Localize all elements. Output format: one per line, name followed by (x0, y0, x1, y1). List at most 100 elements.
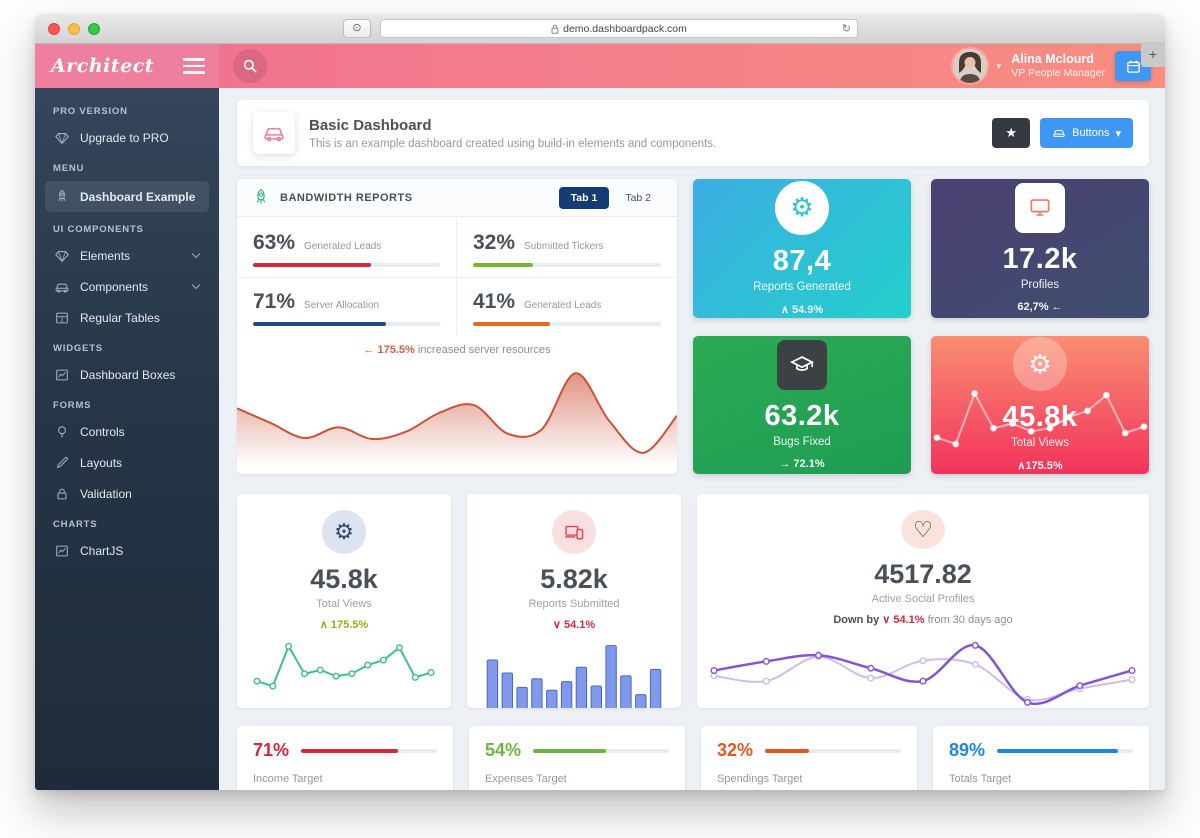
table-icon (53, 309, 70, 326)
user-name: Alina Mclourd (1011, 51, 1094, 66)
lock-icon (53, 485, 70, 502)
car-icon (1053, 130, 1065, 137)
progress-track (473, 263, 661, 267)
new-tab-button[interactable]: + (1141, 42, 1165, 67)
card-label: Reports Submitted (528, 597, 620, 610)
rocket-icon (53, 188, 70, 205)
devices-icon (552, 510, 596, 554)
avatar[interactable] (952, 49, 987, 83)
progress-fill (533, 748, 607, 753)
box-bugs-fixed: 63.2k Bugs Fixed → 72.1% (693, 335, 911, 474)
logo-area: Architect (35, 44, 219, 88)
sidebar-item-label: Validation (80, 486, 132, 501)
box-label: Total Views (1011, 437, 1069, 450)
chevron-down-icon (191, 283, 201, 290)
zoom-window-button[interactable] (88, 23, 100, 35)
sidebar-item-dashboard-boxes[interactable]: Dashboard Boxes (35, 359, 219, 390)
user-block[interactable]: Alina Mclourd VP People Manager (1011, 52, 1105, 81)
app-header: Architect ▾ Alina Mclourd (35, 44, 1165, 88)
browser-titlebar: ⊙ demo.dashboardpack.com ↻ (35, 14, 1165, 44)
app-logo[interactable]: Architect (51, 55, 155, 77)
user-menu-caret-icon[interactable]: ▾ (996, 60, 1002, 71)
sidebar-item-upgrade-to-pro[interactable]: Upgrade to PRO (35, 122, 219, 153)
box-delta: ∧175.5% (1017, 460, 1063, 473)
target-label: Spendings Target (717, 773, 803, 785)
card-delta: ∧ 175.5% (319, 618, 369, 631)
hamburger-menu-icon[interactable] (183, 58, 205, 74)
sidebar-item-label: Layouts (80, 455, 123, 470)
progress-track (533, 748, 669, 753)
stat-submitted-tickers: 32% Submitted Tickers (457, 219, 677, 278)
sidebar-item-regular-tables[interactable]: Regular Tables (35, 302, 219, 333)
tab-2[interactable]: Tab 2 (625, 191, 651, 204)
progress-fill (301, 748, 398, 753)
sidebar: PRO VERSION Upgrade to PRO MENU Dashboar… (35, 88, 219, 790)
target-value: 54% (485, 740, 522, 760)
star-icon: ★ (1005, 125, 1017, 140)
target-value: 32% (717, 740, 754, 760)
sidebar-section-charts: CHARTS (53, 519, 98, 530)
stat-label: Submitted Tickers (524, 241, 604, 252)
gear-icon: ⚙ (322, 510, 366, 554)
tab-1[interactable]: Tab 1 (558, 186, 610, 209)
user-role: VP People Manager (1011, 67, 1105, 80)
address-bar[interactable]: demo.dashboardpack.com ↻ (380, 19, 858, 38)
stat-label: Generated Leads (524, 300, 602, 311)
stat-generated-leads-1: 63% Generated Leads (237, 219, 457, 278)
header-main: ▾ Alina Mclourd VP People Manager (219, 44, 1165, 88)
sidebar-item-chartjs[interactable]: ChartJS (35, 535, 219, 566)
box-label: Profiles (1020, 279, 1060, 292)
stat-generated-leads-2: 41% Generated Leads (457, 278, 677, 336)
car-icon (253, 112, 295, 154)
page-title-card: Basic Dashboard This is an example dashb… (237, 100, 1149, 166)
sidebar-item-components[interactable]: Components (35, 271, 219, 302)
progress-fill (997, 748, 1119, 753)
main-content: Basic Dashboard This is an example dashb… (219, 88, 1165, 790)
card-value: 4517.82 (874, 559, 972, 590)
progress-track (765, 748, 901, 753)
sidebar-item-validation[interactable]: Validation (35, 478, 219, 509)
chart-icon (53, 542, 70, 559)
box-value: 87,4 (772, 244, 832, 277)
target-label: Totals Target (949, 773, 1012, 785)
search-button[interactable] (233, 49, 267, 83)
minimize-window-button[interactable] (68, 23, 80, 35)
sidebar-item-controls[interactable]: Controls (35, 416, 219, 447)
sidebar-section-pro-version: PRO VERSION (53, 106, 128, 117)
lightbulb-icon (53, 423, 70, 440)
close-window-button[interactable] (48, 23, 60, 35)
graduation-cap-icon (777, 339, 827, 390)
sidebar-item-label: Upgrade to PRO (80, 130, 169, 145)
progress-track (253, 322, 440, 326)
progress-track (997, 748, 1133, 753)
search-icon (243, 59, 257, 73)
stat-boxes: ⚙ 87,4 Reports Generated ∧ 54.9% 17.2k P… (693, 179, 1149, 474)
target-value: 71% (253, 740, 290, 760)
page-subtitle: This is an example dashboard created usi… (309, 137, 717, 150)
expenses-target-card: 54% Expenses Target (469, 726, 685, 790)
sidebar-item-dashboard-example[interactable]: Dashboard Example (45, 181, 209, 212)
totals-target-card: 89% Totals Target (933, 726, 1149, 790)
sidebar-item-elements[interactable]: Elements (35, 240, 219, 271)
diamond-icon (53, 129, 70, 146)
stat-label: Generated Leads (304, 241, 382, 252)
stat-value: 63% (253, 231, 296, 254)
box-label: Bugs Fixed (773, 435, 831, 448)
sidebar-section-menu: MENU (53, 163, 85, 174)
browser-shield-button[interactable]: ⊙ (343, 19, 371, 38)
sidebar-section-forms: FORMS (53, 400, 92, 411)
sidebar-item-layouts[interactable]: Layouts (35, 447, 219, 478)
reload-icon[interactable]: ↻ (841, 23, 851, 35)
note-highlight: ← 175.5% (363, 344, 415, 356)
stat-value: 32% (473, 231, 516, 254)
star-button[interactable]: ★ (992, 118, 1031, 148)
sidebar-item-label: Controls (80, 424, 125, 439)
buttons-dropdown[interactable]: Buttons ▾ (1040, 118, 1133, 148)
note-text: increased server resources (414, 344, 551, 356)
box-value: 17.2k (1002, 243, 1078, 276)
box-delta: → 72.1% (779, 457, 825, 470)
bandwidth-reports-card: BANDWIDTH REPORTS Tab 1 Tab 2 63% Generat… (237, 179, 677, 474)
progress-fill (765, 748, 809, 753)
car-icon (53, 278, 70, 295)
window-controls (48, 23, 100, 35)
